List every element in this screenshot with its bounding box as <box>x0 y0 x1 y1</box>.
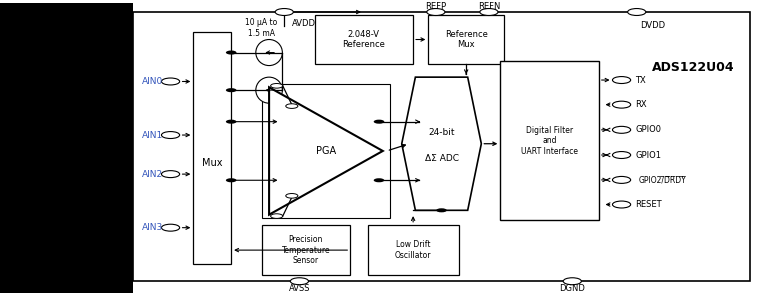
Ellipse shape <box>255 77 283 103</box>
Text: 2.048-V
Reference: 2.048-V Reference <box>343 30 385 49</box>
Text: AIN2: AIN2 <box>142 170 163 178</box>
Circle shape <box>286 104 298 108</box>
Circle shape <box>437 208 447 212</box>
Bar <box>262 84 390 217</box>
Bar <box>0 3 133 293</box>
Circle shape <box>290 278 309 285</box>
Text: RESET: RESET <box>635 200 662 209</box>
Circle shape <box>226 178 236 182</box>
Text: AIN0: AIN0 <box>142 77 163 86</box>
Polygon shape <box>269 87 383 215</box>
Bar <box>262 225 350 276</box>
Polygon shape <box>402 77 481 210</box>
Text: REFN: REFN <box>478 1 500 11</box>
Text: ΔΣ ADC: ΔΣ ADC <box>424 154 459 163</box>
Text: REFP: REFP <box>425 1 446 11</box>
Circle shape <box>612 176 631 183</box>
Ellipse shape <box>255 40 283 65</box>
Text: DGND: DGND <box>559 284 585 293</box>
Text: GPIO1: GPIO1 <box>635 150 661 160</box>
Text: Reference
Mux: Reference Mux <box>445 30 487 49</box>
Circle shape <box>612 77 631 83</box>
Text: Precision
Temperature
Sensor: Precision Temperature Sensor <box>281 235 330 265</box>
Circle shape <box>612 126 631 133</box>
Text: Low Drift
Oscillator: Low Drift Oscillator <box>395 240 431 260</box>
Circle shape <box>226 120 236 124</box>
Text: AIN1: AIN1 <box>142 131 163 140</box>
Bar <box>428 15 504 64</box>
Text: DVDD: DVDD <box>641 21 666 30</box>
Bar <box>133 12 750 281</box>
Text: AVSS: AVSS <box>289 284 310 293</box>
Text: PGA: PGA <box>316 146 336 156</box>
Text: GPIO2/̅D̅R̅D̅Y̅: GPIO2/̅D̅R̅D̅Y̅ <box>638 176 686 184</box>
Text: ADS122U04: ADS122U04 <box>652 60 735 73</box>
Circle shape <box>374 120 384 124</box>
Text: AIN3: AIN3 <box>142 223 163 232</box>
Circle shape <box>374 178 384 182</box>
Text: GPIO0: GPIO0 <box>635 125 661 134</box>
Circle shape <box>161 78 180 85</box>
Text: 24-bit: 24-bit <box>428 128 455 137</box>
Circle shape <box>271 83 283 88</box>
Bar <box>315 15 413 64</box>
Text: AVDD: AVDD <box>292 19 316 28</box>
Text: RX: RX <box>635 100 647 109</box>
Circle shape <box>226 88 236 92</box>
Text: Digital Filter
and
UART Interface: Digital Filter and UART Interface <box>521 126 578 156</box>
Circle shape <box>161 132 180 139</box>
Circle shape <box>226 50 236 55</box>
Circle shape <box>612 152 631 158</box>
Text: TX: TX <box>635 76 646 85</box>
Circle shape <box>427 9 445 15</box>
Bar <box>193 32 231 264</box>
Circle shape <box>161 224 180 231</box>
Circle shape <box>271 214 283 218</box>
Circle shape <box>480 9 498 15</box>
Circle shape <box>628 9 646 15</box>
Circle shape <box>161 171 180 178</box>
Bar <box>368 225 459 276</box>
Circle shape <box>612 101 631 108</box>
Circle shape <box>563 278 581 285</box>
Bar <box>500 61 599 220</box>
Text: 10 μA to
1.5 mA: 10 μA to 1.5 mA <box>246 18 277 38</box>
Circle shape <box>286 194 298 198</box>
Circle shape <box>612 201 631 208</box>
Circle shape <box>275 9 293 15</box>
Text: Mux: Mux <box>202 158 223 168</box>
